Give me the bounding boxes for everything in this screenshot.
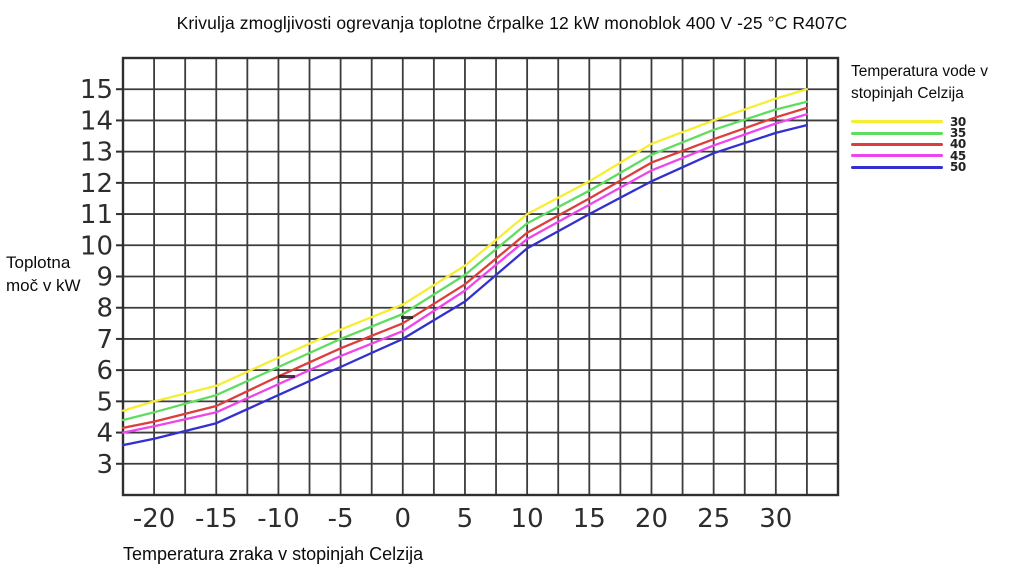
stray-mark xyxy=(278,375,295,378)
y-tick-label: 6 xyxy=(96,356,113,386)
x-tick-label: -20 xyxy=(133,504,175,534)
x-tick-label: 30 xyxy=(759,504,792,534)
y-tick-label: 3 xyxy=(96,450,113,480)
legend-line-swatch xyxy=(851,165,943,169)
y-tick-label: 4 xyxy=(96,419,113,449)
series-line-50 xyxy=(121,123,809,447)
y-tick-label: 8 xyxy=(96,294,113,324)
series-line-40 xyxy=(121,106,809,430)
x-tick-label: 5 xyxy=(457,504,474,534)
y-tick-label: 9 xyxy=(96,263,113,293)
x-tick-label: -5 xyxy=(328,504,354,534)
legend-entry-label: 40 xyxy=(950,137,966,152)
legend-entry-label: 35 xyxy=(950,126,966,141)
series-line-30 xyxy=(121,88,809,412)
chart-title: Krivulja zmogljivosti ogrevanja toplotne… xyxy=(176,13,848,33)
x-tick-label: 20 xyxy=(635,504,668,534)
legend-entry-label: 30 xyxy=(950,114,966,129)
legend-entry-label: 50 xyxy=(950,160,966,175)
x-tick-label: -15 xyxy=(195,504,237,534)
y-tick-label: 7 xyxy=(96,325,113,355)
y-tick-label: 13 xyxy=(80,138,113,168)
y-tick-label: 15 xyxy=(80,75,113,105)
y-tick-label: 10 xyxy=(80,231,113,261)
legend-line-swatch xyxy=(851,154,943,158)
y-tick-label: 5 xyxy=(96,387,113,417)
legend-entry: 50 xyxy=(851,160,1023,175)
legend-entry: 35 xyxy=(851,126,1023,141)
x-tick-label: 0 xyxy=(395,504,412,534)
stray-mark xyxy=(401,316,413,319)
x-axis-title: Temperatura zraka v stopinjah Celzija xyxy=(123,544,424,564)
legend-line-swatch xyxy=(851,142,943,146)
legend: Temperatura vode v stopinjah Celzija 30 3… xyxy=(851,61,1023,173)
x-tick-label: 25 xyxy=(697,504,730,534)
legend-line-swatch xyxy=(851,120,943,124)
y-axis-title: Toplotna moč v kW xyxy=(6,253,81,295)
legend-entry-label: 45 xyxy=(950,148,966,163)
legend-line-swatch xyxy=(851,131,943,135)
legend-title: Temperatura vode v stopinjah Celzija xyxy=(851,63,988,103)
y-tick-label: 12 xyxy=(80,169,113,199)
x-tick-label: 15 xyxy=(573,504,606,534)
x-tick-label: -10 xyxy=(257,504,299,534)
series-line-45 xyxy=(121,113,809,434)
legend-entry: 40 xyxy=(851,137,1023,152)
series-line-35 xyxy=(121,100,809,422)
legend-rows: 30 35 40 45 50 xyxy=(851,116,1023,173)
legend-entry: 30 xyxy=(851,114,1023,129)
y-tick-label: 11 xyxy=(80,200,113,230)
x-tick-label: 10 xyxy=(511,504,544,534)
legend-entry: 45 xyxy=(851,148,1023,163)
y-tick-label: 14 xyxy=(80,106,113,136)
